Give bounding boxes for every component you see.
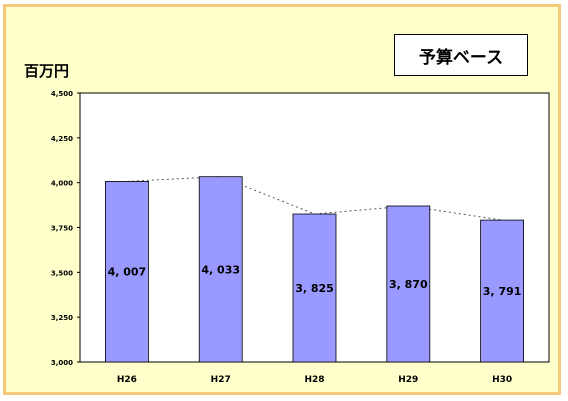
value-label-h29: 3, 870 xyxy=(389,278,428,291)
category-label-h30: H30 xyxy=(492,375,512,385)
legend-box: 予算ベース xyxy=(394,34,528,76)
value-label-h30: 3, 791 xyxy=(483,285,522,298)
bar-h26 xyxy=(105,180,149,363)
category-label-h28: H28 xyxy=(304,375,324,385)
y-tick-label: 3,250 xyxy=(51,314,73,322)
category-label-h29: H29 xyxy=(398,375,418,385)
trend-line xyxy=(126,176,503,221)
y-tick-label: 3,000 xyxy=(51,359,73,367)
y-tick-label: 4,500 xyxy=(51,90,73,98)
trend-polyline xyxy=(126,176,503,221)
value-labels: 4, 007 4, 033 3, 825 3, 870 3, 791 xyxy=(108,263,522,298)
value-label-h28: 3, 825 xyxy=(295,282,334,295)
chart-frame: 百万円 予算ベース 3,000 3,250 3,500 3,750 4,000 4,250… xyxy=(3,4,561,395)
category-labels: H26 H27 H28 H29 H30 xyxy=(117,375,512,385)
value-label-h27: 4, 033 xyxy=(201,263,240,276)
bar-h28 xyxy=(292,213,337,363)
y-axis-unit-label: 百万円 xyxy=(24,62,70,80)
bars xyxy=(105,176,525,363)
bar-h27 xyxy=(198,176,243,363)
category-label-h26: H26 xyxy=(117,375,137,385)
legend-label: 予算ベース xyxy=(418,47,504,68)
y-tick-label: 4,000 xyxy=(51,180,73,188)
y-tick-label: 3,500 xyxy=(51,269,73,277)
y-tick-label: 4,250 xyxy=(51,135,73,143)
bar-h29 xyxy=(386,205,431,363)
value-label-h26: 4, 007 xyxy=(108,266,147,279)
bar-chart: 3,000 3,250 3,500 3,750 4,000 4,250 4,500 4, 0… xyxy=(51,90,550,385)
category-label-h27: H27 xyxy=(211,375,231,385)
y-tick-label: 3,750 xyxy=(51,225,73,233)
bar-h30 xyxy=(480,219,525,363)
y-axis-ticks: 3,000 3,250 3,500 3,750 4,000 4,250 4,500 xyxy=(51,90,80,367)
